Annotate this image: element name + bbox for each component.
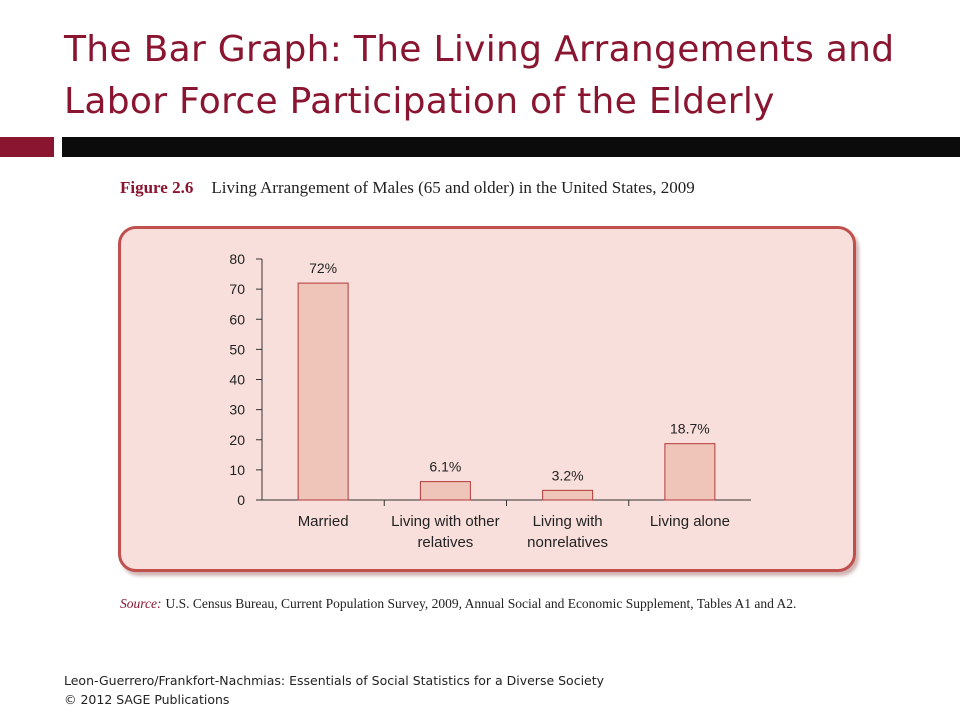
x-category-label: Married — [298, 513, 349, 530]
figure-caption: Figure 2.6 Living Arrangement of Males (6… — [120, 178, 695, 198]
bar-data-label: 18.7% — [670, 421, 710, 437]
bar — [297, 282, 349, 501]
source-text: U.S. Census Bureau, Current Population S… — [165, 596, 797, 611]
slide-title-line2: Labor Force Participation of the Elderly — [64, 81, 775, 122]
slide-title: The Bar Graph: The Living Arrangements a… — [64, 24, 934, 128]
title-bar-accent — [0, 137, 54, 157]
footer: Leon-Guerrero/Frankfort-Nachmias: Essent… — [64, 671, 604, 709]
source-label: Source: — [120, 596, 162, 611]
figure-caption-text: Living Arrangement of Males (65 and olde… — [211, 178, 695, 197]
y-tick-label: 50 — [229, 341, 245, 357]
bar-data-label: 3.2% — [552, 467, 584, 483]
y-tick-label: 20 — [229, 432, 245, 448]
bar — [664, 443, 716, 501]
x-category-label: relatives — [417, 534, 473, 551]
y-tick-label: 60 — [229, 311, 245, 327]
footer-citation: Leon-Guerrero/Frankfort-Nachmias: Essent… — [64, 673, 605, 688]
footer-copyright: © 2012 SAGE Publications — [64, 692, 230, 707]
x-category-label: Living with other — [391, 513, 499, 530]
slide-title-line1: The Bar Graph: The Living Arrangements a… — [64, 29, 895, 70]
y-tick-label: 70 — [229, 281, 245, 297]
x-category-label: nonrelatives — [527, 534, 608, 551]
y-tick-label: 40 — [229, 372, 245, 388]
figure-label: Figure 2.6 — [120, 178, 194, 197]
chart-panel: 0 10 20 30 40 50 60 70 80 72% Married 6.1% Living wi… — [118, 226, 856, 572]
title-bar — [62, 137, 960, 157]
x-category-label: Living with — [533, 513, 603, 530]
y-tick-label: 80 — [229, 251, 245, 267]
y-tick-label: 10 — [229, 462, 245, 478]
bar — [419, 481, 471, 501]
source-line: Source: U.S. Census Bureau, Current Popul… — [120, 596, 796, 612]
bar-chart: 0 10 20 30 40 50 60 70 80 72% Married 6.1% Living wi… — [229, 251, 751, 551]
x-category-label: Living alone — [650, 513, 730, 530]
y-tick-label: 0 — [237, 492, 245, 508]
bar-data-label: 6.1% — [429, 459, 461, 475]
bar-data-label: 72% — [309, 260, 337, 276]
y-tick-label: 30 — [229, 402, 245, 418]
bar — [542, 489, 594, 501]
